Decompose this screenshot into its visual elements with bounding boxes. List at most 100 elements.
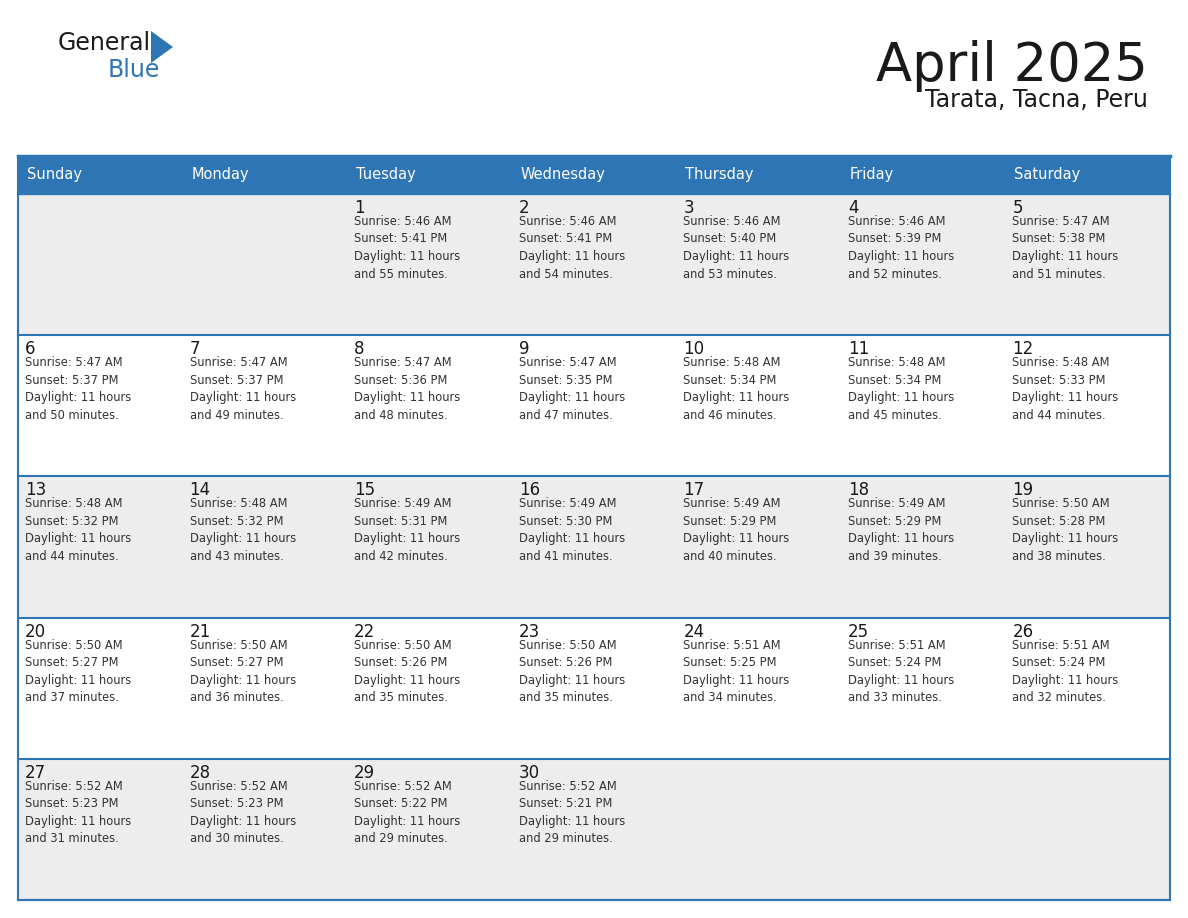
Text: Sunrise: 5:49 AM
Sunset: 5:30 PM
Daylight: 11 hours
and 41 minutes.: Sunrise: 5:49 AM Sunset: 5:30 PM Dayligh…: [519, 498, 625, 563]
Bar: [18, 476, 183, 618]
Bar: [347, 618, 512, 759]
Text: Sunrise: 5:52 AM
Sunset: 5:23 PM
Daylight: 11 hours
and 30 minutes.: Sunrise: 5:52 AM Sunset: 5:23 PM Dayligh…: [190, 779, 296, 845]
Bar: [18, 618, 183, 759]
Text: Sunrise: 5:52 AM
Sunset: 5:22 PM
Daylight: 11 hours
and 29 minutes.: Sunrise: 5:52 AM Sunset: 5:22 PM Dayligh…: [354, 779, 461, 845]
Bar: [676, 618, 841, 759]
Bar: [183, 759, 347, 900]
Text: Sunrise: 5:47 AM
Sunset: 5:37 PM
Daylight: 11 hours
and 50 minutes.: Sunrise: 5:47 AM Sunset: 5:37 PM Dayligh…: [25, 356, 131, 421]
Text: Sunrise: 5:46 AM
Sunset: 5:41 PM
Daylight: 11 hours
and 55 minutes.: Sunrise: 5:46 AM Sunset: 5:41 PM Dayligh…: [354, 215, 461, 281]
Bar: [1005, 194, 1170, 335]
Text: Sunrise: 5:50 AM
Sunset: 5:26 PM
Daylight: 11 hours
and 35 minutes.: Sunrise: 5:50 AM Sunset: 5:26 PM Dayligh…: [519, 639, 625, 704]
Text: 7: 7: [190, 341, 200, 358]
Bar: [512, 476, 676, 618]
Bar: [1005, 476, 1170, 618]
Text: Sunrise: 5:47 AM
Sunset: 5:37 PM
Daylight: 11 hours
and 49 minutes.: Sunrise: 5:47 AM Sunset: 5:37 PM Dayligh…: [190, 356, 296, 421]
Text: 6: 6: [25, 341, 36, 358]
Text: Sunrise: 5:46 AM
Sunset: 5:41 PM
Daylight: 11 hours
and 54 minutes.: Sunrise: 5:46 AM Sunset: 5:41 PM Dayligh…: [519, 215, 625, 281]
Text: Sunrise: 5:49 AM
Sunset: 5:29 PM
Daylight: 11 hours
and 39 minutes.: Sunrise: 5:49 AM Sunset: 5:29 PM Dayligh…: [848, 498, 954, 563]
Bar: [1005, 759, 1170, 900]
Text: 12: 12: [1012, 341, 1034, 358]
Text: 26: 26: [1012, 622, 1034, 641]
Text: 21: 21: [190, 622, 210, 641]
Text: Sunrise: 5:52 AM
Sunset: 5:21 PM
Daylight: 11 hours
and 29 minutes.: Sunrise: 5:52 AM Sunset: 5:21 PM Dayligh…: [519, 779, 625, 845]
Bar: [841, 194, 1005, 335]
Bar: [676, 476, 841, 618]
Text: 23: 23: [519, 622, 541, 641]
Text: Sunrise: 5:51 AM
Sunset: 5:24 PM
Daylight: 11 hours
and 33 minutes.: Sunrise: 5:51 AM Sunset: 5:24 PM Dayligh…: [848, 639, 954, 704]
Text: General: General: [58, 31, 151, 55]
Text: 14: 14: [190, 481, 210, 499]
Text: Wednesday: Wednesday: [520, 167, 606, 183]
Text: Tarata, Tacna, Peru: Tarata, Tacna, Peru: [925, 88, 1148, 112]
Text: 1: 1: [354, 199, 365, 217]
Text: 10: 10: [683, 341, 704, 358]
Bar: [347, 476, 512, 618]
Bar: [18, 156, 1170, 194]
Text: Monday: Monday: [191, 167, 249, 183]
Bar: [18, 759, 183, 900]
Bar: [841, 618, 1005, 759]
Text: 20: 20: [25, 622, 46, 641]
Bar: [183, 476, 347, 618]
Bar: [183, 194, 347, 335]
Bar: [183, 335, 347, 476]
Bar: [347, 759, 512, 900]
Bar: [512, 759, 676, 900]
Text: 27: 27: [25, 764, 46, 782]
Text: 9: 9: [519, 341, 529, 358]
Bar: [18, 335, 183, 476]
Text: 5: 5: [1012, 199, 1023, 217]
Text: 4: 4: [848, 199, 859, 217]
Text: Sunrise: 5:47 AM
Sunset: 5:38 PM
Daylight: 11 hours
and 51 minutes.: Sunrise: 5:47 AM Sunset: 5:38 PM Dayligh…: [1012, 215, 1119, 281]
Text: Sunrise: 5:46 AM
Sunset: 5:39 PM
Daylight: 11 hours
and 52 minutes.: Sunrise: 5:46 AM Sunset: 5:39 PM Dayligh…: [848, 215, 954, 281]
Bar: [676, 194, 841, 335]
Text: 30: 30: [519, 764, 539, 782]
Bar: [347, 335, 512, 476]
Text: Sunrise: 5:52 AM
Sunset: 5:23 PM
Daylight: 11 hours
and 31 minutes.: Sunrise: 5:52 AM Sunset: 5:23 PM Dayligh…: [25, 779, 131, 845]
Text: Friday: Friday: [849, 167, 895, 183]
Text: Saturday: Saturday: [1015, 167, 1081, 183]
Text: 15: 15: [354, 481, 375, 499]
Polygon shape: [151, 31, 173, 63]
Bar: [183, 618, 347, 759]
Text: Sunrise: 5:47 AM
Sunset: 5:35 PM
Daylight: 11 hours
and 47 minutes.: Sunrise: 5:47 AM Sunset: 5:35 PM Dayligh…: [519, 356, 625, 421]
Text: Tuesday: Tuesday: [356, 167, 416, 183]
Text: 22: 22: [354, 622, 375, 641]
Text: Thursday: Thursday: [685, 167, 753, 183]
Text: 8: 8: [354, 341, 365, 358]
Text: Sunrise: 5:51 AM
Sunset: 5:25 PM
Daylight: 11 hours
and 34 minutes.: Sunrise: 5:51 AM Sunset: 5:25 PM Dayligh…: [683, 639, 790, 704]
Text: Sunrise: 5:50 AM
Sunset: 5:27 PM
Daylight: 11 hours
and 37 minutes.: Sunrise: 5:50 AM Sunset: 5:27 PM Dayligh…: [25, 639, 131, 704]
Bar: [841, 759, 1005, 900]
Text: 3: 3: [683, 199, 694, 217]
Text: Sunrise: 5:49 AM
Sunset: 5:31 PM
Daylight: 11 hours
and 42 minutes.: Sunrise: 5:49 AM Sunset: 5:31 PM Dayligh…: [354, 498, 461, 563]
Bar: [512, 335, 676, 476]
Text: 2: 2: [519, 199, 530, 217]
Text: Sunrise: 5:49 AM
Sunset: 5:29 PM
Daylight: 11 hours
and 40 minutes.: Sunrise: 5:49 AM Sunset: 5:29 PM Dayligh…: [683, 498, 790, 563]
Text: 16: 16: [519, 481, 539, 499]
Text: Sunrise: 5:50 AM
Sunset: 5:28 PM
Daylight: 11 hours
and 38 minutes.: Sunrise: 5:50 AM Sunset: 5:28 PM Dayligh…: [1012, 498, 1119, 563]
Text: 25: 25: [848, 622, 868, 641]
Bar: [676, 759, 841, 900]
Text: 29: 29: [354, 764, 375, 782]
Text: Sunday: Sunday: [27, 167, 82, 183]
Bar: [512, 618, 676, 759]
Text: 28: 28: [190, 764, 210, 782]
Text: Sunrise: 5:46 AM
Sunset: 5:40 PM
Daylight: 11 hours
and 53 minutes.: Sunrise: 5:46 AM Sunset: 5:40 PM Dayligh…: [683, 215, 790, 281]
Text: Sunrise: 5:48 AM
Sunset: 5:33 PM
Daylight: 11 hours
and 44 minutes.: Sunrise: 5:48 AM Sunset: 5:33 PM Dayligh…: [1012, 356, 1119, 421]
Bar: [841, 335, 1005, 476]
Text: 19: 19: [1012, 481, 1034, 499]
Text: Sunrise: 5:50 AM
Sunset: 5:27 PM
Daylight: 11 hours
and 36 minutes.: Sunrise: 5:50 AM Sunset: 5:27 PM Dayligh…: [190, 639, 296, 704]
Bar: [1005, 618, 1170, 759]
Text: 18: 18: [848, 481, 868, 499]
Text: Sunrise: 5:48 AM
Sunset: 5:34 PM
Daylight: 11 hours
and 45 minutes.: Sunrise: 5:48 AM Sunset: 5:34 PM Dayligh…: [848, 356, 954, 421]
Text: Blue: Blue: [108, 58, 160, 82]
Bar: [676, 335, 841, 476]
Text: April 2025: April 2025: [876, 40, 1148, 92]
Bar: [18, 194, 183, 335]
Text: Sunrise: 5:48 AM
Sunset: 5:34 PM
Daylight: 11 hours
and 46 minutes.: Sunrise: 5:48 AM Sunset: 5:34 PM Dayligh…: [683, 356, 790, 421]
Text: 13: 13: [25, 481, 46, 499]
Text: Sunrise: 5:51 AM
Sunset: 5:24 PM
Daylight: 11 hours
and 32 minutes.: Sunrise: 5:51 AM Sunset: 5:24 PM Dayligh…: [1012, 639, 1119, 704]
Text: 17: 17: [683, 481, 704, 499]
Bar: [347, 194, 512, 335]
Text: Sunrise: 5:48 AM
Sunset: 5:32 PM
Daylight: 11 hours
and 43 minutes.: Sunrise: 5:48 AM Sunset: 5:32 PM Dayligh…: [190, 498, 296, 563]
